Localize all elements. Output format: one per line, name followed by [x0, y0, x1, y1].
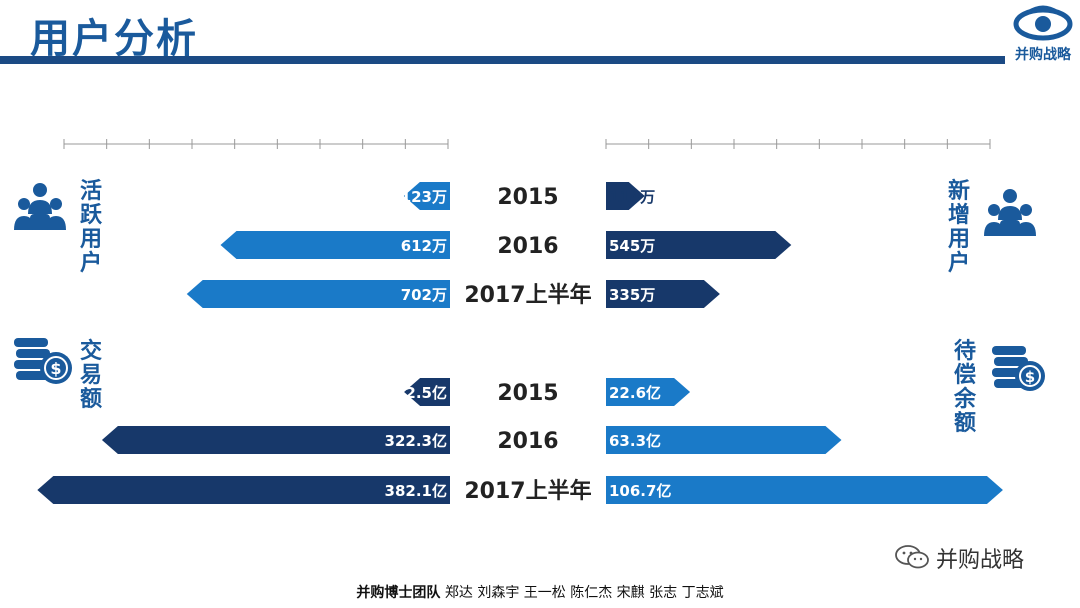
bar-right	[606, 231, 792, 259]
bar-left	[220, 231, 450, 259]
bar-left-label: 382.1亿	[385, 482, 447, 500]
coins-dollar-icon: $	[14, 338, 72, 384]
users-group-icon	[14, 183, 66, 230]
svg-text:$: $	[50, 359, 61, 378]
bar-left-label: 123万	[401, 188, 447, 206]
bar-left	[37, 476, 450, 504]
category-label: 2017上半年	[464, 478, 591, 504]
bar-left	[186, 280, 450, 308]
new-users-group-icon	[984, 189, 1036, 236]
bar-right-label: 114万	[609, 188, 655, 206]
bar-right-label: 545万	[609, 237, 655, 255]
logo-text: 并购战略	[1015, 47, 1071, 63]
label-active-users: 活跃用户	[79, 179, 102, 276]
bar-right-label: 22.6亿	[609, 384, 661, 402]
bar-right-label: 63.3亿	[609, 432, 661, 450]
eye-logo-icon	[1013, 5, 1073, 41]
bar-left	[403, 182, 450, 210]
watermark-text: 并购战略	[936, 548, 1025, 573]
bar-right	[606, 280, 720, 308]
label-new-users: 新增用户	[947, 179, 970, 276]
category-label: 2016	[497, 234, 558, 259]
bar-left-label: 322.3亿	[385, 432, 447, 450]
bar-right	[606, 182, 645, 210]
category-label: 2015	[497, 381, 558, 406]
outstanding-coins-icon: $	[992, 346, 1045, 391]
page-title: 用户分析	[30, 16, 198, 62]
bar-right-label: 335万	[609, 286, 655, 304]
bar-left-label: 612万	[401, 237, 447, 255]
bar-left-label: 702万	[401, 286, 447, 304]
bar-left-label: 42.5亿	[395, 384, 447, 402]
footer-members: 郑达 刘森宇 王一松 陈仁杰 宋麒 张志 丁志斌	[444, 585, 724, 601]
category-label: 2016	[497, 429, 558, 454]
bar-left	[404, 378, 450, 406]
bar-right	[606, 426, 842, 454]
label-outstanding: 待偿余额	[953, 339, 976, 436]
category-label: 2015	[497, 185, 558, 210]
bar-left	[101, 426, 450, 454]
title-underline	[0, 56, 1005, 64]
wechat-icon	[895, 545, 929, 569]
bar-right-label: 106.7亿	[609, 482, 671, 500]
footer-team: 并购博士团队	[356, 585, 441, 601]
svg-text:$: $	[1025, 368, 1035, 386]
footer-credits: 并购博士团队 郑达 刘森宇 王一松 陈仁杰 宋麒 张志 丁志斌	[0, 582, 1080, 602]
bar-right	[606, 476, 1003, 504]
bar-right	[606, 378, 691, 406]
label-transactions: 交易额	[79, 339, 102, 412]
category-label: 2017上半年	[464, 282, 591, 308]
